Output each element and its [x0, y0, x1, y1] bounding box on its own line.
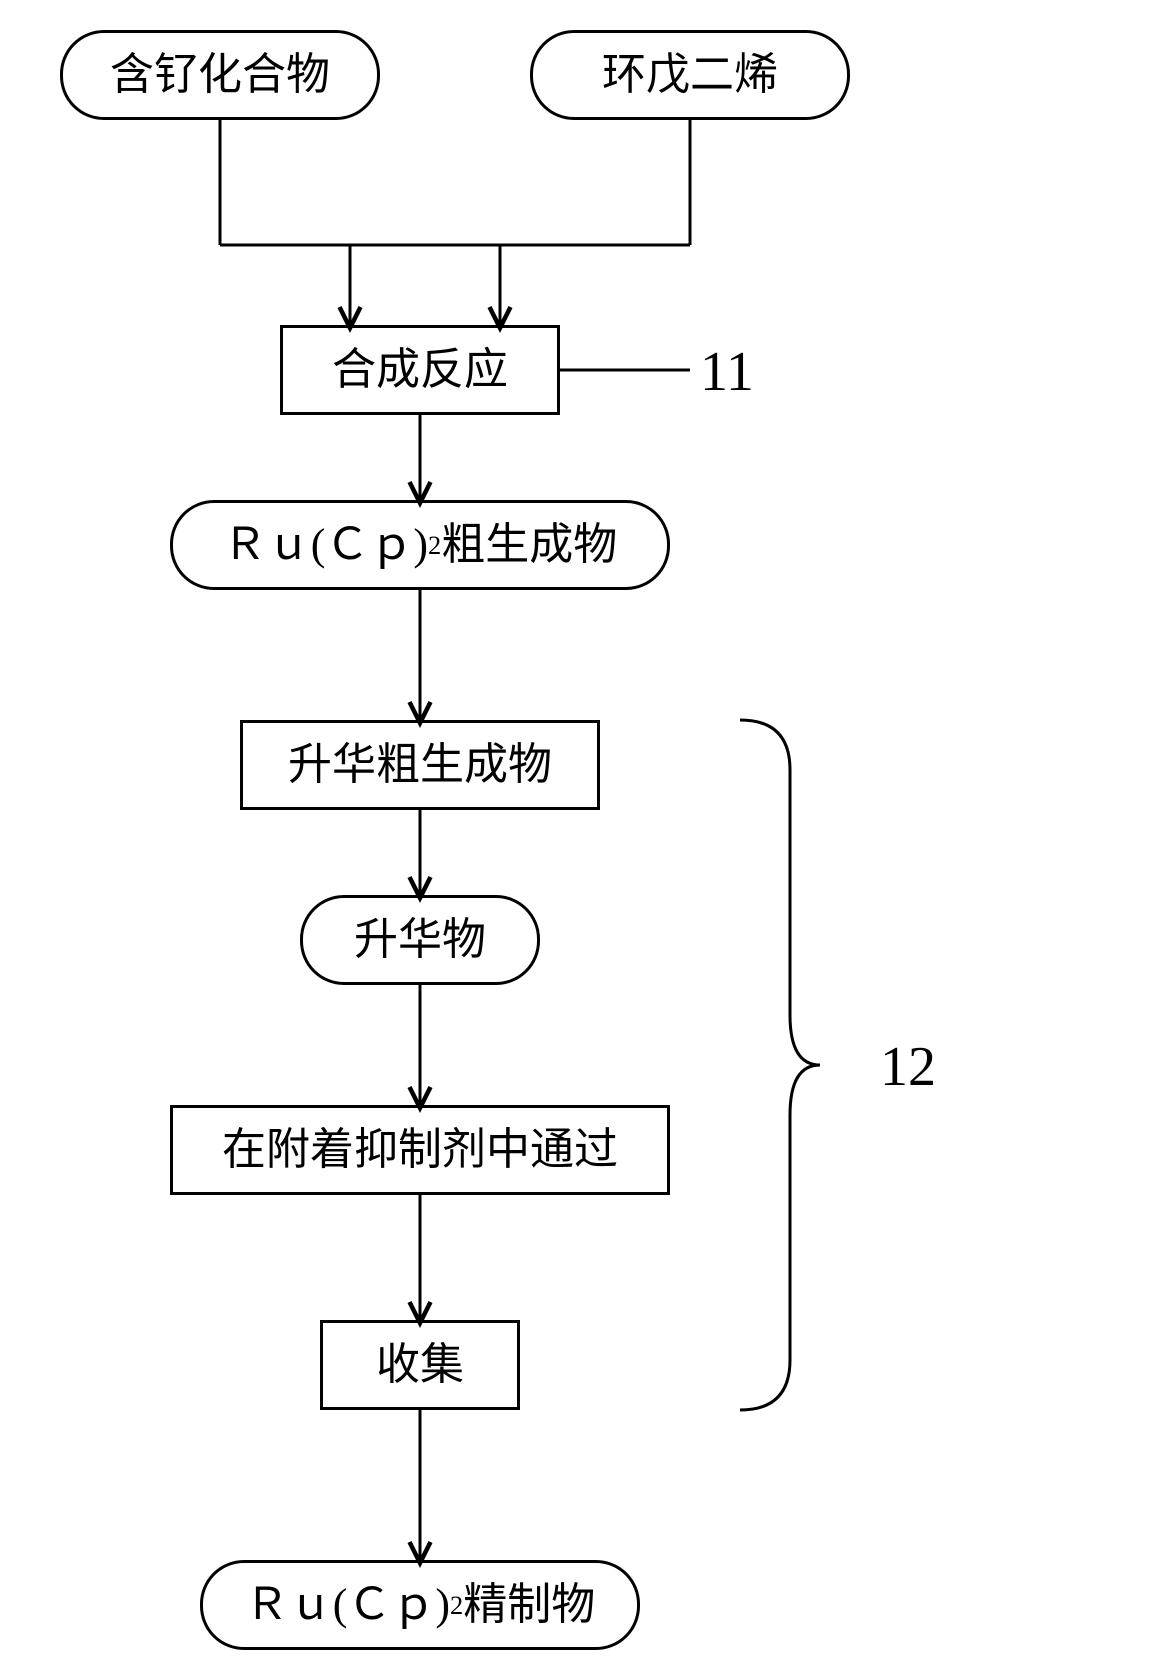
ref-label-12: 12	[880, 1035, 936, 1099]
node-input-cyclopentadiene: 环戊二烯	[530, 30, 850, 120]
node-process-collect: 收集	[320, 1320, 520, 1410]
node-process-sublimate: 升华粗生成物	[240, 720, 600, 810]
node-process-inhibitor: 在附着抑制剂中通过	[170, 1105, 670, 1195]
node-material-sublimate: 升华物	[300, 895, 540, 985]
ref-label-11: 11	[700, 340, 754, 404]
node-process-synthesis: 合成反应	[280, 325, 560, 415]
flowchart-canvas: 含钌化合物 环戊二烯 合成反应 Ｒｕ(Ｃｐ)2粗生成物 升华粗生成物 升华物 在…	[0, 0, 1170, 1678]
node-input-ru-compound: 含钌化合物	[60, 30, 380, 120]
connectors-layer	[0, 0, 1170, 1678]
node-material-crude: Ｒｕ(Ｃｐ)2粗生成物	[170, 500, 670, 590]
node-output-refined: Ｒｕ(Ｃｐ)2精制物	[200, 1560, 640, 1650]
